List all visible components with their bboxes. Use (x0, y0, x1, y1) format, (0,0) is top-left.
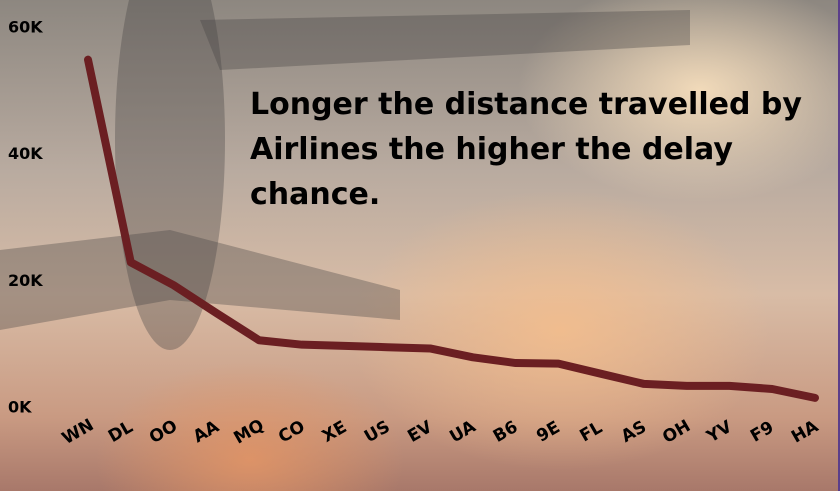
line (84, 55, 819, 402)
x-tick-label: 9E (533, 417, 563, 446)
y-tick-label: 60K (8, 18, 43, 37)
x-tick-label: EV (404, 417, 436, 447)
x-tick-label: OO (146, 416, 181, 448)
y-tick-label: 20K (8, 271, 43, 290)
x-tick-label: MQ (230, 415, 267, 448)
x-tick-label: US (361, 417, 394, 447)
x-tick-label: DL (105, 417, 137, 447)
x-tick-label: FL (576, 418, 606, 447)
x-tick-label: HA (788, 416, 822, 447)
plane-silhouette (0, 0, 690, 350)
x-tick-label: OH (659, 416, 694, 448)
x-tick-label: YV (703, 417, 737, 448)
annotation: Longer the distance travelled by Airline… (250, 87, 802, 212)
y-tick-label: 0K (8, 398, 32, 417)
x-tick-label: AS (618, 417, 650, 447)
x-tick-label: F9 (747, 417, 777, 446)
x-tick-label: AA (190, 416, 224, 447)
x-tick-label: CO (275, 417, 308, 448)
x-tick-label: XE (319, 417, 350, 447)
x-tick-label: UA (446, 416, 480, 447)
x-tick-label: B6 (490, 417, 521, 447)
y-tick-label: 40K (8, 144, 43, 163)
x-tick-label: WN (59, 415, 98, 449)
